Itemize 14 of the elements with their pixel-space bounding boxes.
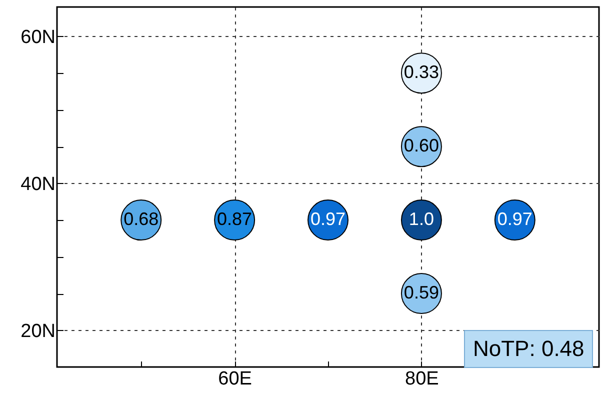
annotation: 0.97 bbox=[497, 209, 532, 230]
annotation: NoTP: 0.48 bbox=[464, 330, 594, 368]
annotation: 0.68 bbox=[124, 209, 159, 230]
annotation: 0.60 bbox=[404, 136, 439, 156]
x-tick-label: 80E bbox=[405, 368, 439, 390]
annotation: 1.0 bbox=[408, 209, 434, 230]
y-tick-label: 60N bbox=[20, 26, 56, 48]
x-tick-label: 60E bbox=[218, 368, 252, 390]
y-tick-label: 40N bbox=[20, 174, 56, 195]
annotation: 0.59 bbox=[404, 282, 439, 303]
annotation: 0.87 bbox=[217, 209, 252, 230]
y-tick-label: 20N bbox=[20, 320, 56, 342]
annotation: 0.33 bbox=[404, 62, 439, 82]
annotation: 0.97 bbox=[310, 209, 346, 230]
